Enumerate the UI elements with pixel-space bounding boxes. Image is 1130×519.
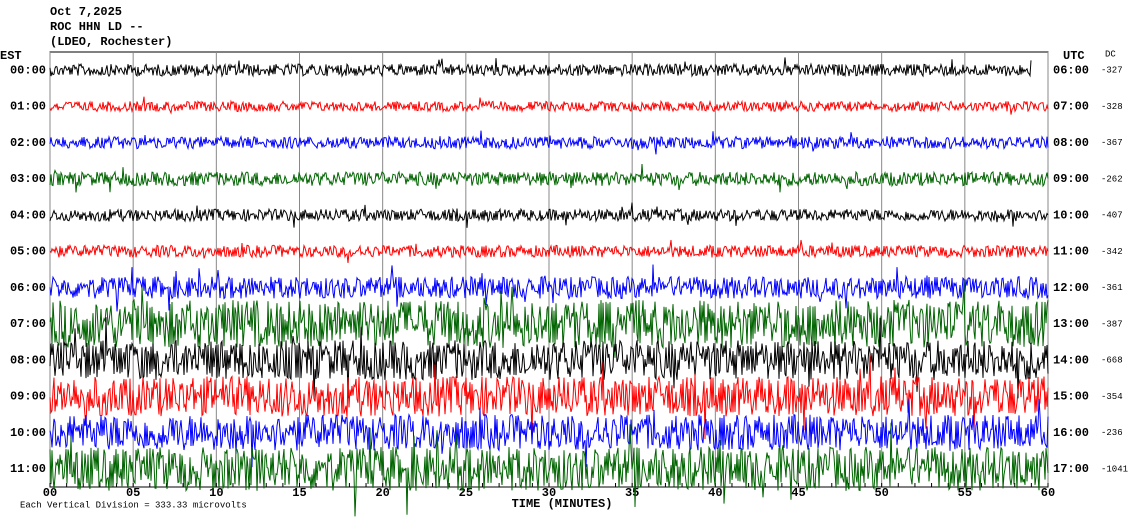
est-label: 10:00	[10, 426, 46, 440]
est-label: 05:00	[10, 245, 46, 259]
utc-label: 08:00	[1053, 136, 1089, 150]
x-tick-label: 05	[126, 486, 140, 500]
x-tick-label: 00	[43, 486, 57, 500]
x-tick-label: 45	[791, 486, 805, 500]
trace	[49, 57, 1032, 78]
est-label: 04:00	[10, 208, 46, 222]
trace	[49, 422, 1049, 517]
trace	[49, 163, 1049, 193]
trace	[49, 240, 1049, 263]
utc-label: 16:00	[1053, 426, 1089, 440]
est-label: 01:00	[10, 100, 46, 114]
est-label: 11:00	[10, 462, 46, 476]
est-label: 02:00	[10, 136, 46, 150]
trace	[49, 354, 1049, 440]
utc-label: 15:00	[1053, 390, 1089, 404]
dc-value: -1041	[1101, 464, 1128, 474]
x-tick-label: 60	[1041, 486, 1055, 500]
date: Oct 7,2025	[50, 5, 122, 19]
dc-value: -354	[1101, 392, 1123, 402]
utc-label: 13:00	[1053, 317, 1089, 331]
x-tick-label: 40	[708, 486, 722, 500]
utc-label: 11:00	[1053, 245, 1089, 259]
x-tick-label: 10	[209, 486, 223, 500]
est-label: 00:00	[10, 63, 46, 77]
dc-value: -327	[1101, 66, 1123, 76]
dc-label: DC	[1105, 49, 1116, 59]
est-label: 06:00	[10, 281, 46, 295]
x-tick-label: 35	[625, 486, 639, 500]
x-axis-label: TIME (MINUTES)	[512, 497, 613, 511]
x-tick-label: 20	[375, 486, 389, 500]
utc-label: 14:00	[1053, 353, 1089, 367]
x-tick-label: 15	[292, 486, 306, 500]
utc-label: 07:00	[1053, 100, 1089, 114]
utc-label: 17:00	[1053, 462, 1089, 476]
dc-value: -407	[1101, 211, 1123, 221]
dc-value: -668	[1101, 356, 1123, 366]
trace	[49, 280, 1049, 358]
dc-value: -262	[1101, 174, 1123, 184]
trace	[49, 96, 1049, 115]
footer: Each Vertical Division = 333.33 microvol…	[20, 500, 247, 510]
est-label: 08:00	[10, 353, 46, 367]
x-tick-label: 50	[874, 486, 888, 500]
trace	[49, 130, 1049, 155]
station: ROC HHN LD --	[50, 20, 144, 34]
dc-value: -236	[1101, 428, 1123, 438]
utc-label: 12:00	[1053, 281, 1089, 295]
est-label: 09:00	[10, 390, 46, 404]
x-tick-label: 55	[958, 486, 972, 500]
est-label: 03:00	[10, 172, 46, 186]
est-label: 07:00	[10, 317, 46, 331]
right-axis-label: UTC	[1063, 49, 1085, 63]
utc-label: 09:00	[1053, 172, 1089, 186]
trace	[49, 202, 1049, 228]
network: (LDEO, Rochester)	[50, 35, 172, 49]
left-axis-label: EST	[0, 49, 22, 63]
dc-value: -367	[1101, 138, 1123, 148]
trace	[49, 264, 1049, 312]
dc-value: -328	[1101, 102, 1123, 112]
utc-label: 06:00	[1053, 63, 1089, 77]
utc-label: 10:00	[1053, 208, 1089, 222]
dc-value: -342	[1101, 247, 1123, 257]
trace	[49, 398, 1049, 468]
dc-value: -387	[1101, 319, 1123, 329]
x-tick-label: 30	[542, 486, 556, 500]
dc-value: -361	[1101, 283, 1123, 293]
trace	[49, 317, 1049, 399]
